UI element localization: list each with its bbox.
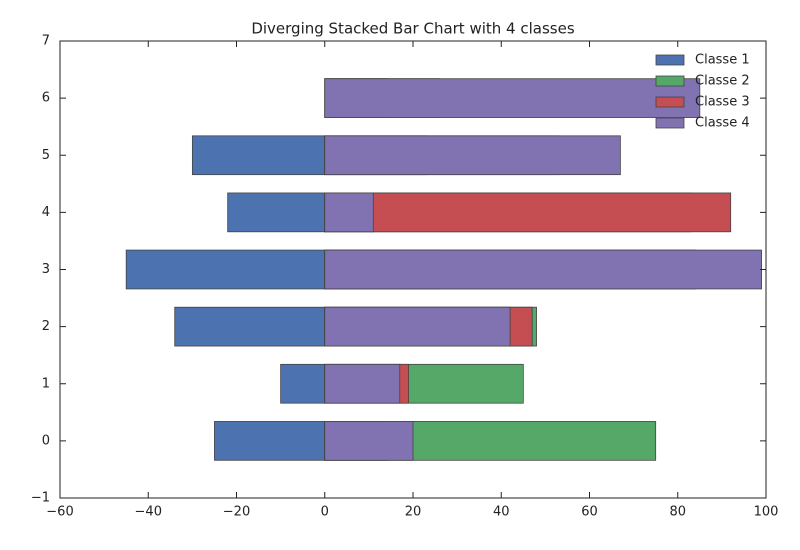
legend-swatch <box>655 117 685 129</box>
legend-label: Classe 3 <box>695 95 750 110</box>
chart-title: Diverging Stacked Bar Chart with 4 class… <box>251 20 574 38</box>
bar <box>324 192 374 233</box>
x-tick-label: −20 <box>223 505 250 520</box>
x-tick-label: 40 <box>493 505 510 520</box>
x-tick-label: −60 <box>46 505 73 520</box>
bar <box>125 249 326 290</box>
bar <box>174 306 326 347</box>
bar <box>324 78 701 118</box>
bar <box>191 135 326 176</box>
legend-swatch <box>655 96 685 108</box>
x-tick-label: 0 <box>321 505 329 520</box>
y-tick-label: 0 <box>42 433 50 448</box>
x-tick-label: 80 <box>669 505 686 520</box>
y-tick-label: 6 <box>42 91 50 106</box>
bar <box>324 421 414 461</box>
legend-swatch <box>655 54 685 66</box>
y-tick-label: 4 <box>42 205 50 220</box>
bar <box>324 306 511 347</box>
legend-label: Classe 4 <box>695 116 750 131</box>
bar <box>214 421 326 461</box>
y-tick-label: 7 <box>42 34 50 49</box>
y-tick-label: −1 <box>31 491 50 506</box>
bar <box>280 363 326 404</box>
bar <box>324 135 621 176</box>
x-tick-label: 100 <box>754 505 779 520</box>
bar <box>324 363 401 404</box>
bar <box>227 192 326 233</box>
x-tick-label: −40 <box>135 505 162 520</box>
bar <box>324 192 732 233</box>
bar <box>324 249 762 290</box>
legend-label: Classe 2 <box>695 74 750 89</box>
x-tick-label: 20 <box>405 505 422 520</box>
legend-label: Classe 1 <box>695 53 750 68</box>
x-tick-label: 60 <box>581 505 598 520</box>
y-tick-label: 2 <box>42 319 50 334</box>
legend-swatch <box>655 75 685 87</box>
y-tick-label: 3 <box>42 262 50 277</box>
y-tick-label: 1 <box>42 376 50 391</box>
y-tick-label: 5 <box>42 148 50 163</box>
